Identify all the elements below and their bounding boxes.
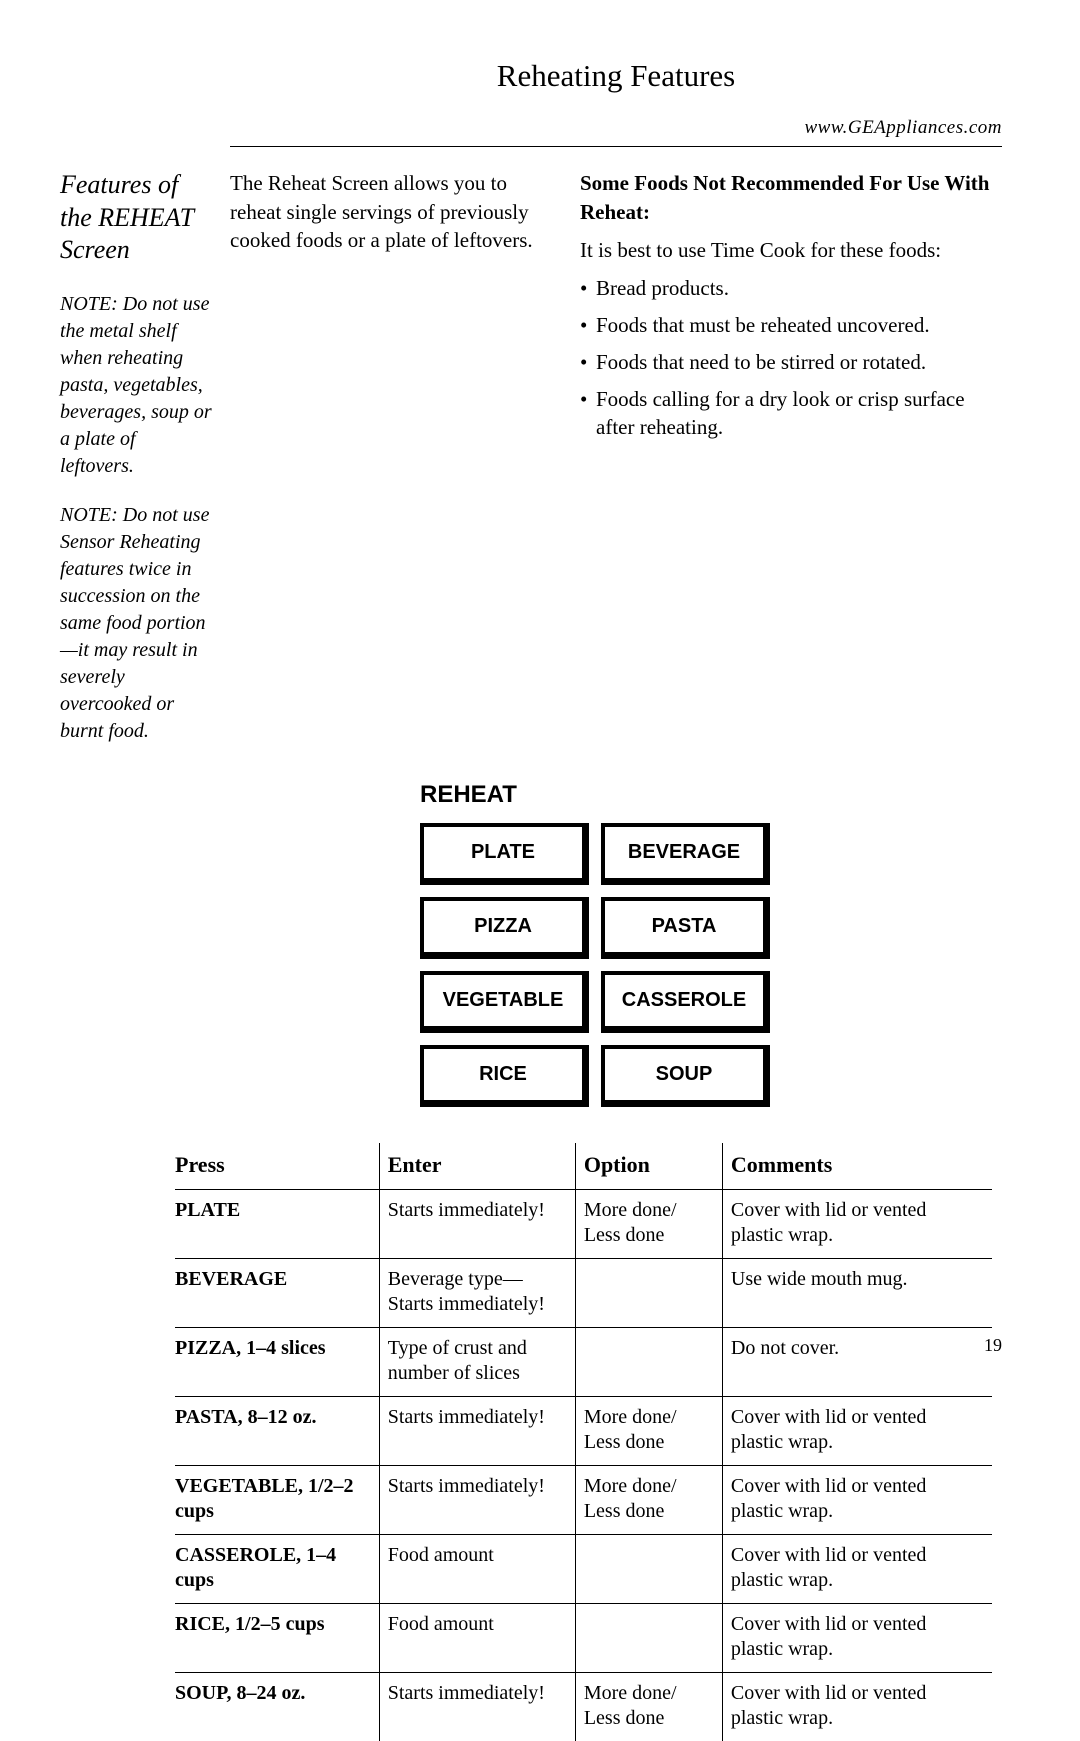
cell-enter: Type of crust and number of slices xyxy=(379,1327,575,1396)
table-row: SOUP, 8–24 oz.Starts immediately!More do… xyxy=(175,1672,992,1741)
cell-press: RICE, 1/2–5 cups xyxy=(175,1603,379,1672)
cell-comments: Cover with lid or vented plastic wrap. xyxy=(722,1672,992,1741)
col-header-comments: Comments xyxy=(722,1143,992,1189)
cell-enter: Starts immediately! xyxy=(379,1396,575,1465)
cell-press: VEGETABLE, 1/2–2 cups xyxy=(175,1465,379,1534)
cell-option xyxy=(575,1327,722,1396)
table-row: PIZZA, 1–4 slicesType of crust and numbe… xyxy=(175,1327,992,1396)
not-recommended-heading: Some Foods Not Recommended For Use With … xyxy=(580,169,1002,226)
cell-enter: Beverage type—Starts immediately! xyxy=(379,1258,575,1327)
reheat-button-pasta[interactable]: PASTA xyxy=(601,897,770,959)
bullet-item: •Foods that must be reheated uncovered. xyxy=(580,312,1002,339)
site-url: www.GEAppliances.com xyxy=(230,115,1002,141)
cell-comments: Cover with lid or vented plastic wrap. xyxy=(722,1189,992,1258)
cell-comments: Cover with lid or vented plastic wrap. xyxy=(722,1603,992,1672)
col-header-option: Option xyxy=(575,1143,722,1189)
note-metal-shelf: NOTE: Do not use the metal shelf when re… xyxy=(60,291,212,480)
reheat-button-plate[interactable]: PLATE xyxy=(420,823,589,885)
reheat-label: REHEAT xyxy=(420,779,770,811)
note-sensor-reheat: NOTE: Do not use Sensor Reheating featur… xyxy=(60,502,212,745)
page-number: 19 xyxy=(984,1333,1002,1357)
table-row: PASTA, 8–12 oz.Starts immediately!More d… xyxy=(175,1396,992,1465)
reheat-button-casserole[interactable]: CASSEROLE xyxy=(601,971,770,1033)
cell-enter: Food amount xyxy=(379,1603,575,1672)
table-row: PLATEStarts immediately!More done/ Less … xyxy=(175,1189,992,1258)
cell-option xyxy=(575,1603,722,1672)
cell-press: CASSEROLE, 1–4 cups xyxy=(175,1534,379,1603)
cell-comments: Cover with lid or vented plastic wrap. xyxy=(722,1465,992,1534)
cell-comments: Cover with lid or vented plastic wrap. xyxy=(722,1534,992,1603)
reheat-table: Press Enter Option Comments PLATEStarts … xyxy=(175,1143,992,1741)
cell-enter: Food amount xyxy=(379,1534,575,1603)
intro-paragraph: The Reheat Screen allows you to reheat s… xyxy=(230,169,562,254)
middle-column: The Reheat Screen allows you to reheat s… xyxy=(230,169,580,767)
not-recommended-lead: It is best to use Time Cook for these fo… xyxy=(580,236,1002,264)
cell-option: More done/ Less done xyxy=(575,1672,722,1741)
page-title: Reheating Features xyxy=(230,55,1002,97)
reheat-button-rice[interactable]: RICE xyxy=(420,1045,589,1107)
reheat-button-beverage[interactable]: BEVERAGE xyxy=(601,823,770,885)
cell-enter: Starts immediately! xyxy=(379,1189,575,1258)
right-column: Some Foods Not Recommended For Use With … xyxy=(580,169,1002,767)
col-header-press: Press xyxy=(175,1143,379,1189)
reheat-button-soup[interactable]: SOUP xyxy=(601,1045,770,1107)
cell-comments: Use wide mouth mug. xyxy=(722,1258,992,1327)
cell-comments: Do not cover. xyxy=(722,1327,992,1396)
cell-option: More done/ Less done xyxy=(575,1396,722,1465)
table-row: VEGETABLE, 1/2–2 cupsStarts immediately!… xyxy=(175,1465,992,1534)
cell-press: PLATE xyxy=(175,1189,379,1258)
bullet-item: •Foods calling for a dry look or crisp s… xyxy=(580,386,1002,441)
section-heading: Features of the REHEAT Screen xyxy=(60,169,212,267)
table-row: CASSEROLE, 1–4 cupsFood amount Cover with… xyxy=(175,1534,992,1603)
header-rule xyxy=(230,146,1002,147)
reheat-screen: REHEAT PLATE BEVERAGE PIZZA PASTA VEGETA… xyxy=(420,779,770,1107)
reheat-button-pizza[interactable]: PIZZA xyxy=(420,897,589,959)
cell-press: BEVERAGE xyxy=(175,1258,379,1327)
cell-press: PIZZA, 1–4 slices xyxy=(175,1327,379,1396)
cell-press: PASTA, 8–12 oz. xyxy=(175,1396,379,1465)
left-column: Features of the REHEAT Screen NOTE: Do n… xyxy=(60,169,230,767)
col-header-enter: Enter xyxy=(379,1143,575,1189)
reheat-button-vegetable[interactable]: VEGETABLE xyxy=(420,971,589,1033)
cell-enter: Starts immediately! xyxy=(379,1465,575,1534)
cell-option xyxy=(575,1258,722,1327)
table-row: RICE, 1/2–5 cupsFood amount Cover with li… xyxy=(175,1603,992,1672)
cell-enter: Starts immediately! xyxy=(379,1672,575,1741)
cell-option: More done/ Less done xyxy=(575,1189,722,1258)
cell-option xyxy=(575,1534,722,1603)
cell-option: More done/ Less done xyxy=(575,1465,722,1534)
bullet-item: •Foods that need to be stirred or rotate… xyxy=(580,349,1002,376)
cell-comments: Cover with lid or vented plastic wrap. xyxy=(722,1396,992,1465)
bullet-item: •Bread products. xyxy=(580,275,1002,302)
cell-press: SOUP, 8–24 oz. xyxy=(175,1672,379,1741)
table-row: BEVERAGEBeverage type—Starts immediately… xyxy=(175,1258,992,1327)
